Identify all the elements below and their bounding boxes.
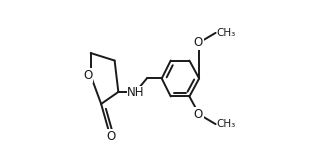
Text: O: O	[84, 69, 93, 82]
Text: O: O	[194, 36, 203, 49]
Text: NH: NH	[127, 86, 145, 99]
Text: CH₃: CH₃	[216, 28, 236, 38]
Text: CH₃: CH₃	[216, 119, 236, 129]
Text: O: O	[194, 108, 203, 121]
Text: O: O	[106, 130, 115, 143]
